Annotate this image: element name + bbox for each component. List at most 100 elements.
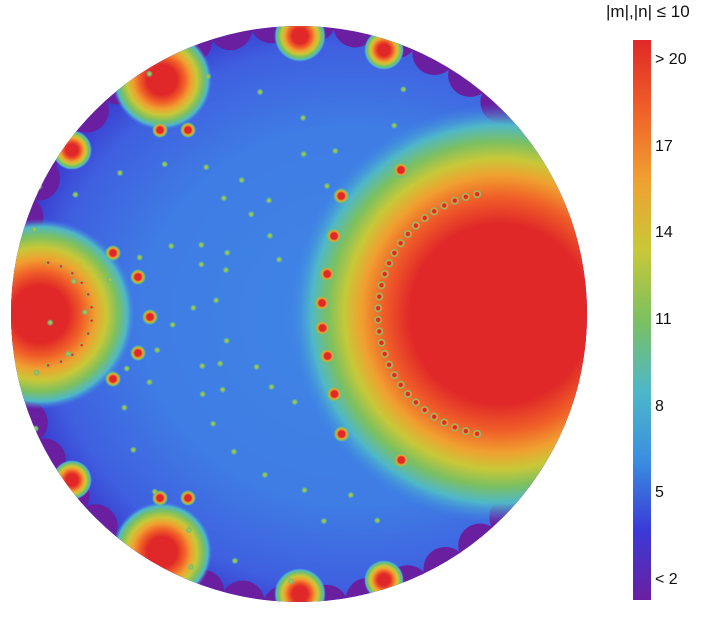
column-dot: [333, 188, 350, 204]
arc-dot: [376, 280, 386, 290]
bottom-small-blob: [274, 568, 326, 602]
sparkle-dot: [212, 296, 220, 304]
top-red-blob: [112, 30, 212, 130]
sparkle-dot: [223, 249, 231, 257]
sparkle-dot: [32, 425, 40, 433]
sparkle-dot: [238, 176, 246, 184]
bottom-red-blob: [112, 502, 212, 602]
arc-dot: [373, 315, 383, 325]
arc-dot: [461, 192, 471, 202]
lower-left-blob: [52, 460, 92, 500]
colorbar-tick-label: 5: [655, 484, 664, 502]
sparkle-dot: [231, 557, 239, 565]
left-arc-dot: [45, 260, 51, 266]
sparkle-dot: [209, 420, 217, 428]
sparkle-dot: [291, 398, 299, 406]
boundary-cusp: [22, 438, 67, 483]
sparkle-dot: [161, 160, 169, 168]
sparkle-dot: [390, 122, 398, 130]
column-dot: [314, 320, 331, 336]
arc-dot: [450, 196, 460, 206]
blob-layer: [11, 26, 587, 602]
sparkle-dot: [301, 486, 309, 494]
sparkle-dot: [153, 346, 161, 354]
boundary-cusp: [73, 504, 118, 549]
boundary-cusp: [448, 52, 493, 97]
sparkle-dot: [129, 446, 137, 454]
sparkle-dot: [300, 150, 308, 158]
left-arc-dot: [79, 280, 85, 286]
sparkle-dot: [347, 491, 355, 499]
boundary-cusp: [208, 26, 253, 51]
arc-dot: [374, 292, 384, 302]
large-red-blob: [290, 104, 587, 524]
sparkle-dot: [35, 183, 43, 191]
sparkle-dot: [106, 276, 114, 284]
colorbar-tick-label: 14: [655, 224, 673, 242]
boundary-cusp: [412, 31, 457, 76]
boundary-cusp: [16, 156, 61, 201]
sparkle-dot: [253, 363, 261, 371]
left-red-blob: [11, 219, 135, 409]
scatter-dot: [105, 371, 121, 387]
colorbar-tick-label: 11: [655, 311, 672, 328]
boundary-cusp: [423, 546, 468, 591]
column-dot: [319, 348, 336, 364]
colorbar-tick-label: < 2: [655, 571, 678, 588]
left-arc-dot: [69, 270, 75, 276]
arc-dot: [396, 238, 406, 248]
sparkle-dot: [275, 256, 283, 264]
boundary-cusp: [333, 26, 378, 48]
scatter-dot: [152, 122, 168, 138]
arc-dot: [439, 200, 449, 210]
sparkle-dot: [247, 210, 255, 218]
sparkle-dot: [219, 386, 227, 394]
column-dot: [392, 162, 409, 178]
arc-dot: [374, 326, 384, 336]
sparkle-dot: [116, 169, 124, 177]
boundary-cusp: [220, 580, 265, 602]
sparkle-dot: [256, 88, 264, 96]
sparkle-dot: [287, 577, 295, 585]
colorbar-tick-label: 8: [655, 397, 664, 415]
sparkle-dot: [399, 85, 407, 93]
sparkle-dot: [71, 191, 79, 199]
sparkle-dot: [299, 114, 307, 122]
sparkle-dot: [123, 365, 131, 373]
sparkle-dot: [216, 360, 224, 368]
arc-dot: [420, 213, 430, 223]
scatter-dot: [180, 122, 196, 138]
arc-dot: [403, 229, 413, 239]
sparkle-dot: [145, 70, 153, 78]
sparkle-dot: [222, 266, 230, 274]
sparkle-dot: [33, 369, 41, 377]
sparkle-dot: [261, 471, 269, 479]
left-arc-dot: [58, 359, 64, 365]
left-arc-dot: [45, 362, 51, 368]
sparkle-dot: [167, 242, 175, 250]
sparkle-dot: [120, 404, 128, 412]
sparkle-dot: [30, 225, 38, 233]
sparkle-dot: [145, 378, 153, 386]
sparkle-dot: [64, 350, 72, 358]
sparkle-dot: [320, 517, 328, 525]
sparkle-dot: [70, 277, 78, 285]
arc-dot: [376, 338, 386, 348]
sparkle-dot: [223, 337, 231, 345]
arc-dot: [384, 258, 394, 268]
sparkle-dot: [81, 308, 89, 316]
arc-dot: [472, 429, 482, 439]
sparkle-dot: [198, 362, 206, 370]
sparkle-dot: [220, 194, 228, 202]
colorbar-tick-label: > 20: [655, 51, 687, 68]
colorbar-title: |m|,|n| ≤ 10: [606, 2, 690, 21]
arc-dot: [429, 412, 439, 422]
sparkle-dot: [46, 319, 54, 327]
arc-dot: [411, 221, 421, 231]
sparkle-dot: [268, 383, 276, 391]
sparkle-dot: [197, 241, 205, 249]
column-dot: [326, 228, 343, 244]
sparkle-dot: [151, 488, 159, 496]
arc-dot: [429, 206, 439, 216]
